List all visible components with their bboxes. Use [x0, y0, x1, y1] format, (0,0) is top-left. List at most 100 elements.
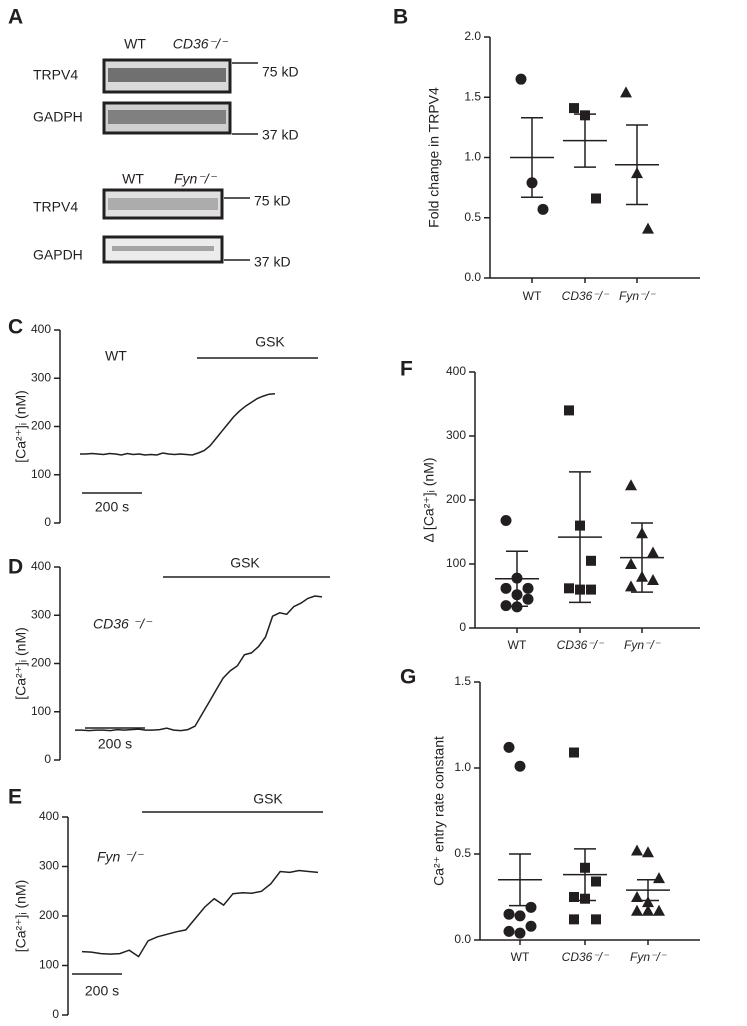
- point: [522, 582, 534, 594]
- condition-label: WT: [105, 348, 127, 364]
- blot-row: GADPH: [33, 109, 83, 125]
- point: [586, 555, 596, 566]
- blot-row: GAPDH: [33, 247, 83, 263]
- trace: [81, 869, 319, 958]
- trace: [80, 392, 276, 456]
- y-axis-label: Ca²⁺ entry rate constant: [431, 736, 447, 886]
- condition-label: Fyn ⁻/⁻: [97, 849, 145, 865]
- point: [503, 741, 515, 753]
- point: [503, 908, 515, 920]
- point: [653, 904, 665, 916]
- blot-row: TRPV4: [33, 199, 78, 215]
- scale-bar-label: 200 s: [98, 736, 132, 752]
- y-tick-label: 0: [44, 515, 51, 529]
- x-tick-label: WT: [508, 638, 527, 652]
- point: [500, 582, 512, 594]
- point: [625, 580, 637, 592]
- y-tick-label: 0: [459, 620, 466, 634]
- marker-label: 75 kD: [262, 64, 299, 80]
- x-tick-label: WT: [511, 950, 530, 964]
- point: [625, 479, 637, 491]
- point: [564, 583, 574, 594]
- point: [647, 546, 659, 558]
- y-tick-label: 300: [39, 859, 59, 873]
- point: [537, 203, 549, 215]
- point: [647, 574, 659, 585]
- x-tick-label: Fyn⁻/⁻: [619, 289, 657, 303]
- stimulus-label: GSK: [253, 791, 283, 807]
- stimulus-label: GSK: [255, 334, 285, 350]
- blot-column: WT: [124, 36, 146, 52]
- point: [564, 405, 574, 416]
- x-tick-label: CD36⁻/⁻: [562, 950, 610, 964]
- blot-row: TRPV4: [33, 67, 78, 83]
- point: [631, 844, 643, 856]
- point: [514, 760, 526, 772]
- point: [514, 910, 526, 922]
- y-axis-label: [Ca²⁺]ᵢ (nM): [13, 390, 29, 463]
- point: [522, 593, 534, 605]
- y-tick-label: 0.0: [464, 270, 481, 284]
- point: [620, 86, 632, 98]
- y-tick-label: 2.0: [464, 29, 481, 43]
- point: [642, 896, 654, 908]
- point: [514, 927, 526, 939]
- point: [653, 872, 665, 884]
- scale-bar-label: 200 s: [85, 983, 119, 999]
- stimulus-label: GSK: [230, 555, 260, 571]
- x-tick-label: CD36⁻/⁻: [557, 638, 605, 652]
- point: [642, 222, 654, 234]
- y-tick-label: 1.5: [454, 674, 471, 688]
- marker-label: 37 kD: [254, 254, 291, 270]
- y-tick-label: 400: [31, 559, 51, 573]
- y-tick-label: 0.0: [454, 932, 471, 946]
- blot-band: [108, 68, 226, 82]
- blot-band: [108, 110, 226, 124]
- y-tick-label: 0: [52, 1007, 59, 1021]
- marker-label: 75 kD: [254, 193, 291, 209]
- point: [631, 904, 643, 916]
- blot-column: WT: [122, 171, 144, 187]
- y-tick-label: 1.0: [454, 760, 471, 774]
- point: [625, 558, 637, 569]
- point: [569, 914, 579, 925]
- point: [503, 925, 515, 937]
- point: [525, 920, 537, 932]
- x-tick-label: Fyn⁻/⁻: [624, 638, 662, 652]
- y-tick-label: 100: [31, 704, 51, 718]
- panel-label: C: [8, 316, 23, 339]
- point: [515, 73, 527, 85]
- y-tick-label: 1.0: [464, 150, 481, 164]
- y-tick-label: 1.5: [464, 89, 481, 103]
- y-axis-label: Fold change in TRPV4: [426, 87, 442, 228]
- scale-bar-label: 200 s: [95, 499, 129, 515]
- point: [586, 584, 596, 595]
- panel-label: B: [393, 6, 408, 29]
- point: [631, 891, 643, 902]
- y-tick-label: 0.5: [454, 846, 471, 860]
- trace: [75, 595, 323, 732]
- panel-label: G: [400, 666, 416, 689]
- y-tick-label: 100: [31, 467, 51, 481]
- y-axis-label: [Ca²⁺]ᵢ (nM): [13, 627, 29, 700]
- y-tick-label: 0: [44, 752, 51, 766]
- point: [591, 876, 601, 887]
- y-tick-label: 300: [31, 370, 51, 384]
- y-tick-label: 300: [446, 428, 466, 442]
- y-tick-label: 200: [31, 419, 51, 433]
- y-axis-label: Δ [Ca²⁺]ᵢ (nM): [421, 457, 437, 542]
- panel-label: F: [400, 358, 413, 381]
- x-tick-label: Fyn⁻/⁻: [630, 950, 668, 964]
- panel-label: D: [8, 556, 23, 579]
- y-tick-label: 400: [31, 322, 51, 336]
- point: [642, 904, 654, 916]
- panel-label: E: [8, 786, 22, 809]
- blot-band: [112, 246, 214, 251]
- y-axis-label: [Ca²⁺]ᵢ (nM): [13, 880, 29, 953]
- y-tick-label: 400: [446, 364, 466, 378]
- y-tick-label: 300: [31, 607, 51, 621]
- blot-column: Fyn⁻/⁻: [174, 171, 218, 187]
- y-tick-label: 100: [39, 958, 59, 972]
- y-tick-label: 0.5: [464, 210, 481, 224]
- y-tick-label: 200: [31, 656, 51, 670]
